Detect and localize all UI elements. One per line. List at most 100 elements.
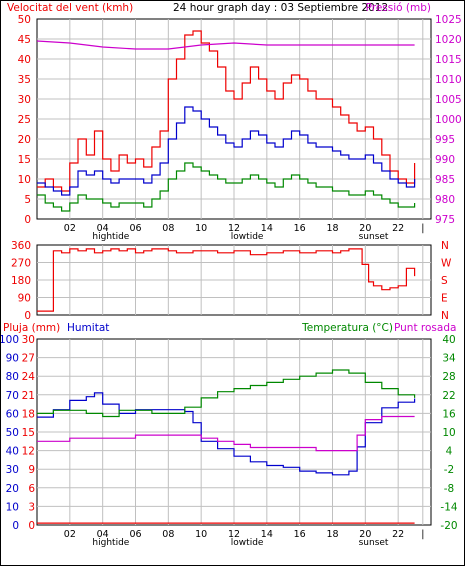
direction-panel-left-tick-0: 0	[24, 310, 31, 322]
wind-panel-annotation-1: lowtide	[231, 232, 264, 242]
temp-panel-humidity-tick-0: 0	[12, 520, 19, 532]
temp-panel-rain-tick-5: 15	[22, 427, 35, 439]
wind-panel-xtick-5: 12	[228, 223, 240, 234]
temp-panel-xtick-5: 12	[228, 529, 240, 540]
wind-panel-xtick-4: 10	[195, 223, 207, 234]
wind-panel-left-tick-8: 40	[18, 54, 31, 66]
temp-panel-humidity-tick-10: 100	[1, 334, 19, 346]
wind-panel-annotation-0: hightide	[92, 232, 129, 242]
temp-panel-right-tick-5: 10	[442, 427, 455, 439]
wind-panel-right-tick-9: 1020	[435, 34, 462, 46]
direction-panel-left-tick-1: 90	[18, 293, 31, 305]
temp-panel-humidity-tick-8: 80	[6, 371, 19, 383]
temp-panel-right-tick-9: 34	[442, 353, 456, 365]
temp-panel-xtick-3: 08	[162, 529, 174, 540]
wind-panel-series-1	[37, 106, 416, 196]
wind-panel-left-tick-0: 0	[24, 214, 31, 226]
temp-panel-annotation-2: sunset	[359, 538, 389, 548]
direction-letter-4: N	[441, 310, 449, 322]
temp-panel-humidity-tick-6: 60	[6, 408, 19, 420]
direction-panel-left-tick-3: 270	[11, 258, 31, 270]
wind-panel-left-tick-6: 30	[18, 94, 31, 106]
temp-panel-humidity-tick-1: 10	[6, 501, 19, 513]
temp-panel-xtick-2: 06	[129, 529, 141, 540]
wind-panel-xtick-3: 08	[162, 223, 174, 234]
temp-panel-right-tick-8: 28	[442, 371, 455, 383]
temp-panel-series-1	[37, 369, 416, 418]
wind-panel-right-tick-1: 980	[435, 194, 455, 206]
wind-panel-right-tick-10: 1025	[435, 14, 462, 26]
wind-panel-left-tick-3: 15	[18, 154, 31, 166]
wind-panel-xtick-0: 02	[64, 223, 76, 234]
wind-panel-annotation-2: sunset	[359, 232, 389, 242]
direction-letter-0: N	[441, 240, 449, 252]
temp-panel-xtick-7: 16	[294, 529, 306, 540]
wind-panel-xtick-9: 20	[359, 223, 371, 234]
temp-panel-humidity-tick-3: 30	[6, 464, 19, 476]
temp-panel-humidity-tick-2: 20	[6, 483, 19, 495]
temp-panel-xtick-0: 02	[64, 529, 76, 540]
wind-panel-xtick-7: 16	[294, 223, 306, 234]
temp-panel-right-tick-3: -2	[444, 464, 454, 476]
wind-axis-label: Velocitat del vent (kmh)	[7, 2, 133, 14]
wind-panel-series-0	[37, 30, 416, 192]
wind-panel-left-tick-2: 10	[18, 174, 31, 186]
temp-panel-xtick-10: 22	[392, 529, 404, 540]
temp-panel-right-tick-1: -14	[440, 501, 457, 513]
temp-panel-right-tick-6: 16	[442, 408, 456, 420]
direction-panel-left-tick-2: 180	[11, 275, 31, 287]
temp-panel-rain-tick-7: 21	[22, 390, 35, 402]
wind-panel-series-2	[37, 162, 416, 212]
wind-panel-xtick-10: 22	[392, 223, 404, 234]
humidity-axis-label: Humitat	[67, 322, 109, 334]
dewpoint-axis-label: Punt rosada	[394, 322, 456, 334]
wind-panel-xtick-6: 14	[261, 223, 273, 234]
wind-panel-xtick-8: 18	[326, 223, 338, 234]
temp-panel-rain-tick-10: 30	[22, 334, 35, 346]
direction-letter-1: W	[441, 258, 452, 270]
wind-panel-xtick-1: 04	[97, 223, 109, 234]
temp-panel-rain-tick-2: 6	[28, 483, 35, 495]
temp-panel-rain-tick-0: 0	[28, 520, 35, 532]
pressure-axis-label: Pressió (mb)	[366, 2, 431, 14]
wind-panel-right-tick-8: 1015	[435, 54, 462, 66]
temp-panel-rain-tick-6: 18	[22, 408, 35, 420]
wind-panel-right-tick-2: 985	[435, 174, 455, 186]
wind-panel-right-tick-7: 1010	[435, 74, 462, 86]
wind-panel-left-tick-7: 35	[18, 74, 31, 86]
wind-panel-xtick-2: 06	[129, 223, 141, 234]
temp-panel-rain-tick-3: 9	[28, 464, 35, 476]
temperature-humidity-panel: 0102030405060708090100036912151821242730…	[0, 334, 458, 548]
wind-pressure-panel: 0510152025303540455097598098599099510001…	[18, 14, 462, 242]
wind-panel-right-tick-0: 975	[435, 214, 455, 226]
direction-series-0	[37, 248, 416, 312]
wind-panel-left-tick-10: 50	[18, 14, 31, 26]
chart-title: 24 hour graph day : 03 Septiembre 2012	[173, 2, 388, 14]
temp-panel-humidity-tick-9: 90	[6, 353, 19, 365]
temp-panel-xtick-4: 10	[195, 529, 207, 540]
temp-panel-xtick-6: 14	[261, 529, 273, 540]
direction-panel-left-tick-4: 360	[11, 240, 31, 252]
temp-panel-humidity-tick-4: 40	[6, 446, 19, 458]
wind-panel-left-tick-9: 45	[18, 34, 31, 46]
temp-panel-xtick-8: 18	[326, 529, 338, 540]
wind-panel-series-3	[36, 40, 415, 50]
wind-panel-left-tick-4: 20	[18, 134, 31, 146]
temp-panel-humidity-tick-5: 50	[6, 427, 19, 439]
temp-panel-xtick-1: 04	[97, 529, 109, 540]
temp-panel-right-tick-0: -20	[440, 520, 457, 532]
wind-panel-right-tick-6: 1005	[435, 94, 462, 106]
rain-axis-label: Pluja (mm)	[3, 322, 60, 334]
temp-panel-annotation-0: hightide	[92, 538, 129, 548]
temp-panel-rain-tick-4: 12	[22, 446, 35, 458]
temp-panel-series-0	[37, 392, 416, 476]
temp-panel-xtick-11: |	[421, 529, 424, 540]
wind-panel-left-tick-5: 25	[18, 114, 31, 126]
temp-panel-rain-tick-9: 27	[22, 353, 35, 365]
direction-letter-3: E	[441, 293, 448, 305]
wind-panel-right-tick-4: 995	[435, 134, 455, 146]
wind-panel-right-tick-3: 990	[435, 154, 455, 166]
temp-panel-humidity-tick-7: 70	[6, 390, 19, 402]
